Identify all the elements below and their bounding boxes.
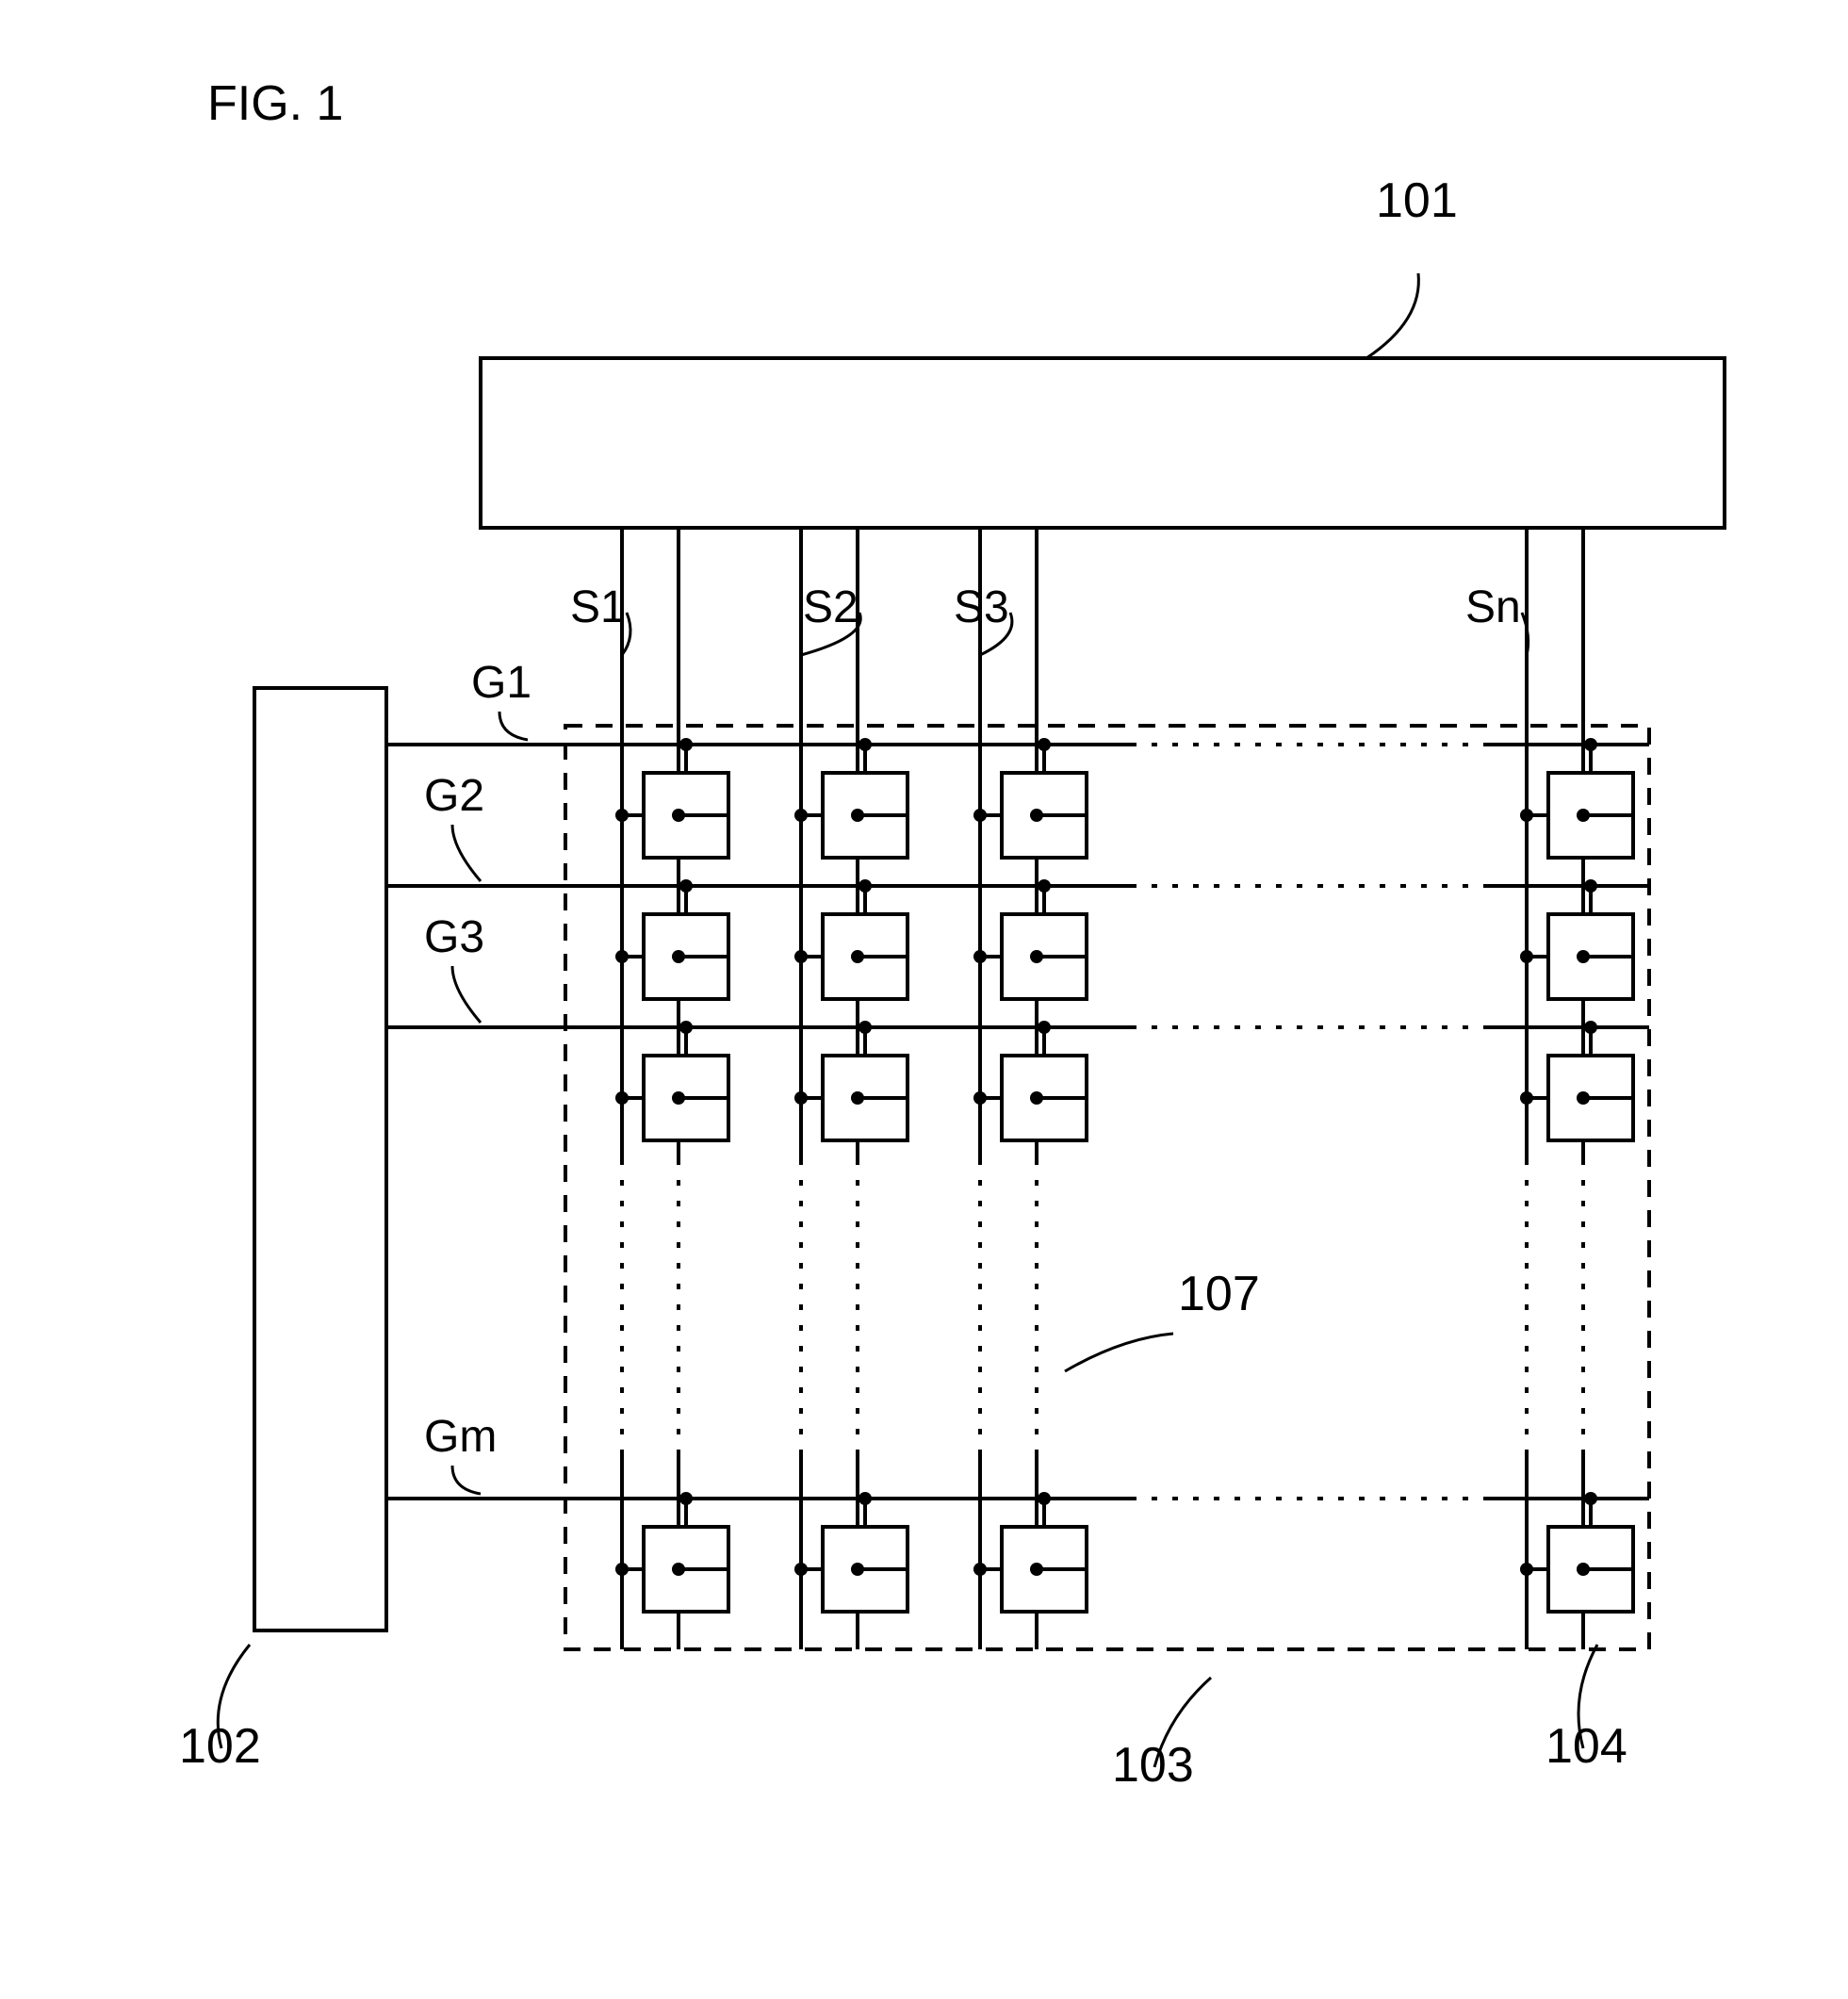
figure-title: FIG. 1 — [207, 75, 343, 132]
svg-text:G3: G3 — [424, 912, 484, 962]
svg-text:G2: G2 — [424, 771, 484, 821]
svg-text:104: 104 — [1545, 1719, 1627, 1774]
svg-text:103: 103 — [1112, 1738, 1194, 1793]
svg-text:Gm: Gm — [424, 1412, 497, 1462]
svg-text:S1: S1 — [570, 582, 626, 632]
circuit-diagram: 101102103S1S2S3SnG1G2G3Gm104107 — [0, 0, 1848, 1999]
svg-text:Sn: Sn — [1465, 582, 1521, 632]
svg-text:S3: S3 — [954, 582, 1009, 632]
svg-text:107: 107 — [1178, 1267, 1260, 1321]
svg-text:G1: G1 — [471, 658, 532, 708]
svg-text:S2: S2 — [803, 582, 859, 632]
svg-text:101: 101 — [1376, 173, 1458, 228]
